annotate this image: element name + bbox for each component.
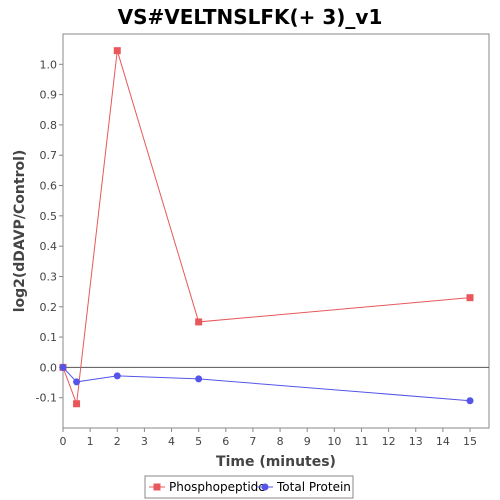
y-tick-label: 0.3 xyxy=(40,270,58,283)
x-tick-label: 6 xyxy=(222,435,229,448)
data-point xyxy=(73,400,81,408)
legend-item: Total Protein xyxy=(257,480,351,494)
y-tick-label: 1.0 xyxy=(40,58,58,71)
legend-item: Phosphopeptide xyxy=(149,480,266,494)
data-point xyxy=(466,294,474,302)
data-point xyxy=(73,378,81,386)
legend-circle-marker xyxy=(261,483,269,491)
legend-box xyxy=(144,475,354,499)
x-tick-label: 4 xyxy=(168,435,175,448)
x-tick-label: 14 xyxy=(436,435,450,448)
x-tick-label: 2 xyxy=(114,435,121,448)
x-tick-label: 3 xyxy=(141,435,148,448)
x-axis-ticks: 0 1 2 3 4 5 6 7 8 9 10 11 12 13 14 15 xyxy=(60,428,477,448)
x-tick-label: 1 xyxy=(87,435,94,448)
data-point xyxy=(466,397,474,405)
x-tick-label: 0 xyxy=(60,435,67,448)
series-total-protein xyxy=(59,363,474,405)
y-axis-ticks: -0.1 0.0 0.1 0.2 0.3 0.4 0.5 0.6 0.7 0.8 0.9 1.0 xyxy=(36,58,63,405)
data-point xyxy=(113,372,121,380)
x-axis-label: Time (minutes) xyxy=(216,454,336,470)
y-tick-label: 0.8 xyxy=(40,119,58,132)
legend-square-marker xyxy=(153,483,161,491)
x-tick-label: 7 xyxy=(249,435,256,448)
data-point xyxy=(113,47,121,55)
x-tick-label: 11 xyxy=(354,435,368,448)
y-tick-label: 0.5 xyxy=(40,210,58,223)
y-tick-label: 0.0 xyxy=(40,361,58,374)
y-axis-label: log2(dDAVP/Control) xyxy=(12,150,28,313)
x-tick-label: 15 xyxy=(463,435,477,448)
y-tick-label: 0.4 xyxy=(40,240,58,253)
x-tick-label: 10 xyxy=(327,435,341,448)
series-layer xyxy=(59,47,474,408)
y-tick-label: 0.9 xyxy=(40,89,58,102)
data-point xyxy=(59,363,67,371)
x-tick-label: 9 xyxy=(304,435,311,448)
y-tick-label: 0.6 xyxy=(40,180,58,193)
y-tick-label: -0.1 xyxy=(36,392,57,405)
x-tick-label: 5 xyxy=(195,435,202,448)
y-tick-label: 0.2 xyxy=(40,301,58,314)
legend: Phosphopeptide Total Protein xyxy=(144,475,354,499)
data-point xyxy=(195,318,203,326)
chart-title: VS#VELTNSLFK(+ 3)_v1 xyxy=(118,5,383,29)
x-tick-label: 8 xyxy=(277,435,284,448)
x-tick-label: 13 xyxy=(409,435,423,448)
legend-label: Phosphopeptide xyxy=(169,480,266,494)
y-tick-label: 0.7 xyxy=(40,149,58,162)
y-tick-label: 0.1 xyxy=(40,331,58,344)
legend-label: Total Protein xyxy=(276,480,351,494)
x-tick-label: 12 xyxy=(382,435,396,448)
plot-area xyxy=(62,33,490,429)
data-point xyxy=(195,375,203,383)
